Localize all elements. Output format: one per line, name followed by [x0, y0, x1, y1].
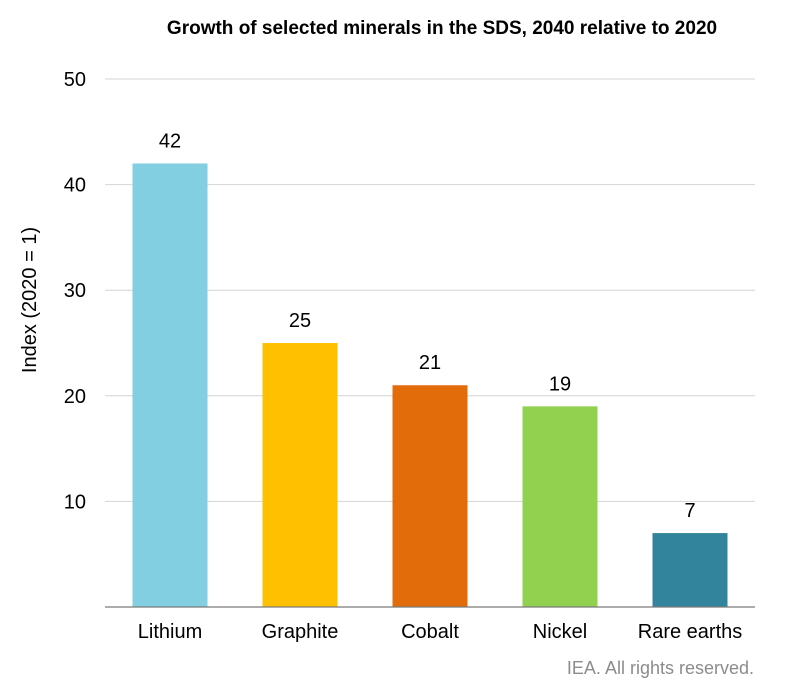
x-category-label: Graphite — [262, 621, 339, 643]
bar-lithium — [132, 163, 208, 608]
y-axis-label: Index (2020 = 1) — [19, 227, 41, 373]
data-label: 42 — [159, 130, 181, 152]
x-category-label: Lithium — [138, 621, 202, 643]
y-tick-label: 50 — [64, 69, 86, 91]
bar-cobalt — [392, 385, 468, 607]
data-labels: 42 25 21 19 7 — [159, 130, 696, 522]
data-label: 7 — [684, 500, 695, 522]
bars — [132, 163, 728, 608]
y-axis-ticks: 10 20 30 40 50 — [64, 69, 86, 513]
chart-title: Growth of selected minerals in the SDS, … — [167, 18, 717, 39]
bar-nickel — [522, 406, 598, 607]
data-label: 19 — [549, 373, 571, 395]
credit-text: IEA. All rights reserved. — [567, 658, 754, 678]
x-category-label: Cobalt — [401, 621, 459, 643]
y-tick-label: 20 — [64, 386, 86, 408]
y-tick-label: 40 — [64, 175, 86, 197]
category-labels: Lithium Graphite Cobalt Nickel Rare earths — [138, 621, 742, 643]
bar-graphite — [262, 343, 338, 607]
y-tick-label: 10 — [64, 491, 86, 513]
x-category-label: Nickel — [533, 621, 587, 643]
x-category-label: Rare earths — [638, 621, 743, 643]
bar-rare-earths — [652, 533, 728, 607]
data-label: 21 — [419, 352, 441, 374]
gridlines — [105, 78, 755, 502]
data-label: 25 — [289, 310, 311, 332]
y-tick-label: 30 — [64, 280, 86, 302]
